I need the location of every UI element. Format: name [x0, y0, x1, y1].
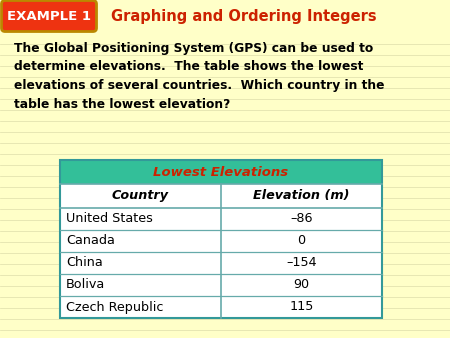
Text: United States: United States — [66, 213, 153, 225]
Bar — [60, 208, 382, 230]
Text: EXAMPLE 1: EXAMPLE 1 — [7, 9, 91, 23]
Bar — [60, 252, 382, 274]
Text: Elevation (m): Elevation (m) — [253, 190, 350, 202]
FancyBboxPatch shape — [1, 0, 96, 31]
Text: China: China — [66, 257, 103, 269]
Bar — [60, 274, 382, 296]
Text: –86: –86 — [290, 213, 313, 225]
Text: Boliva: Boliva — [66, 279, 105, 291]
Bar — [60, 230, 382, 252]
Text: Czech Republic: Czech Republic — [66, 300, 163, 314]
Text: 0: 0 — [297, 235, 306, 247]
Bar — [60, 160, 382, 184]
Text: The Global Positioning System (GPS) can be used to
determine elevations.  The ta: The Global Positioning System (GPS) can … — [14, 42, 384, 111]
Text: Lowest Elevations: Lowest Elevations — [153, 166, 288, 178]
Text: 90: 90 — [293, 279, 310, 291]
Bar — [60, 160, 382, 318]
Text: Graphing and Ordering Integers: Graphing and Ordering Integers — [111, 8, 377, 24]
Text: Country: Country — [112, 190, 169, 202]
Bar — [60, 296, 382, 318]
Text: –154: –154 — [286, 257, 317, 269]
Text: Canada: Canada — [66, 235, 115, 247]
Text: 115: 115 — [289, 300, 314, 314]
Bar — [60, 184, 382, 208]
Bar — [0, 0, 450, 33]
